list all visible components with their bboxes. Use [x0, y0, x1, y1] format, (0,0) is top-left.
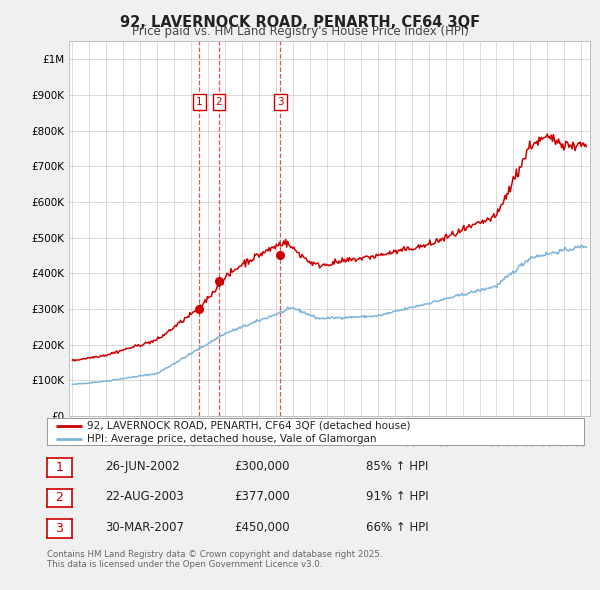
- Text: 30-MAR-2007: 30-MAR-2007: [105, 521, 184, 534]
- Text: Contains HM Land Registry data © Crown copyright and database right 2025.: Contains HM Land Registry data © Crown c…: [47, 550, 382, 559]
- Text: 3: 3: [55, 522, 64, 535]
- Text: 92, LAVERNOCK ROAD, PENARTH, CF64 3QF: 92, LAVERNOCK ROAD, PENARTH, CF64 3QF: [120, 15, 480, 30]
- Text: £377,000: £377,000: [234, 490, 290, 503]
- Text: 26-JUN-2002: 26-JUN-2002: [105, 460, 180, 473]
- Text: £450,000: £450,000: [234, 521, 290, 534]
- Text: This data is licensed under the Open Government Licence v3.0.: This data is licensed under the Open Gov…: [47, 559, 322, 569]
- Text: 2: 2: [215, 97, 222, 107]
- Text: 85% ↑ HPI: 85% ↑ HPI: [366, 460, 428, 473]
- Text: 22-AUG-2003: 22-AUG-2003: [105, 490, 184, 503]
- Text: 92, LAVERNOCK ROAD, PENARTH, CF64 3QF (detached house): 92, LAVERNOCK ROAD, PENARTH, CF64 3QF (d…: [87, 421, 410, 431]
- Text: £300,000: £300,000: [234, 460, 290, 473]
- Text: Price paid vs. HM Land Registry's House Price Index (HPI): Price paid vs. HM Land Registry's House …: [131, 25, 469, 38]
- Text: 1: 1: [196, 97, 203, 107]
- Text: HPI: Average price, detached house, Vale of Glamorgan: HPI: Average price, detached house, Vale…: [87, 434, 377, 444]
- Text: 2: 2: [55, 491, 64, 504]
- Text: 66% ↑ HPI: 66% ↑ HPI: [366, 521, 428, 534]
- Text: 1: 1: [55, 461, 64, 474]
- Text: 3: 3: [277, 97, 284, 107]
- Text: 91% ↑ HPI: 91% ↑ HPI: [366, 490, 428, 503]
